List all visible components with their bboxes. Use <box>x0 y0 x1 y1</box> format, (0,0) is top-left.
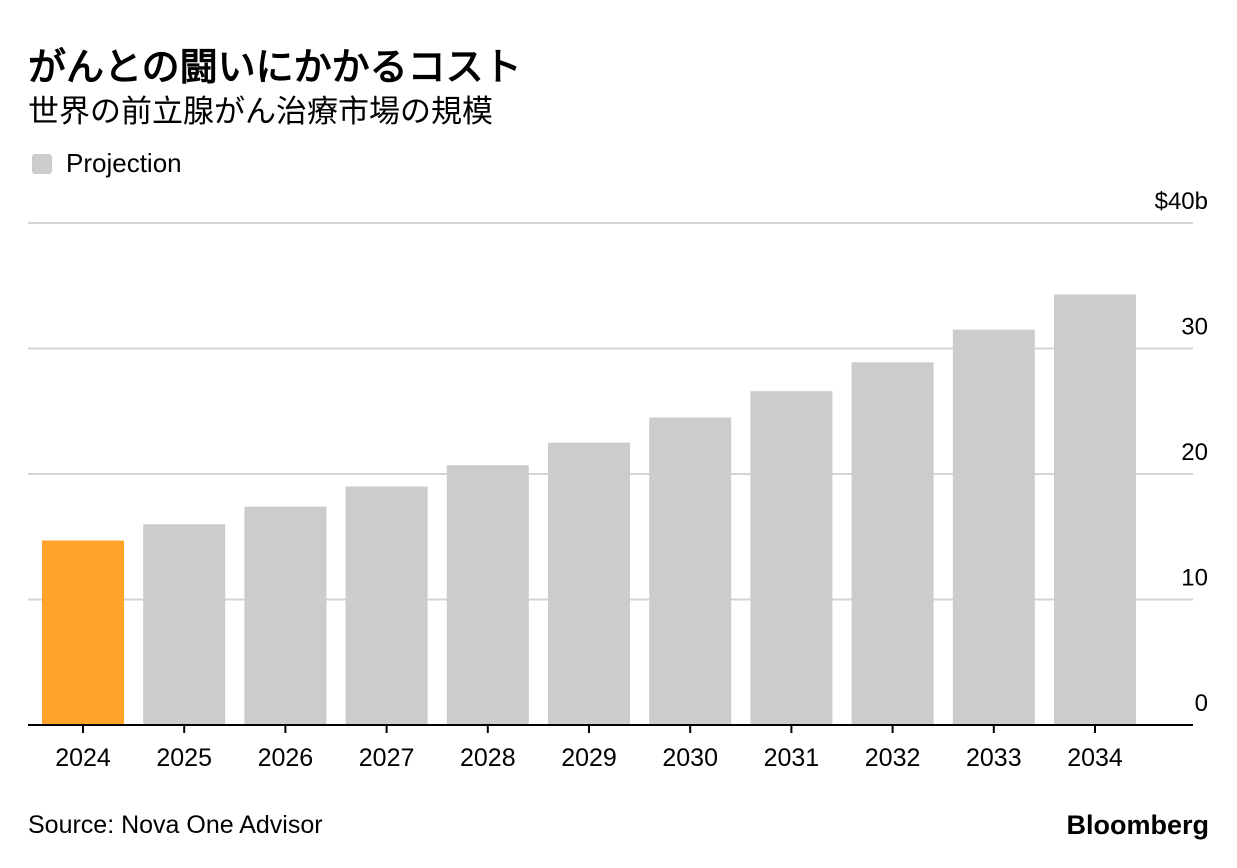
x-tick-label: 2025 <box>156 744 212 772</box>
bar-2025 <box>143 524 226 725</box>
x-tick-label: 2030 <box>662 744 718 772</box>
bar-2033 <box>952 329 1035 725</box>
brand-logo: Bloomberg <box>1066 810 1209 840</box>
x-tick-label: 2032 <box>865 744 921 772</box>
x-tick-label: 2027 <box>359 744 415 772</box>
x-tick-label: 2033 <box>966 744 1022 772</box>
bar-2027 <box>345 486 428 725</box>
x-tick-label: 2029 <box>561 744 617 772</box>
y-tick-label: 30 <box>1181 314 1208 341</box>
y-tick-label: 0 <box>1195 690 1208 717</box>
bar-2034 <box>1054 294 1136 725</box>
bar-2024 <box>42 540 124 725</box>
x-tick-label: 2026 <box>258 744 314 772</box>
legend-label-projection: Projection <box>66 148 182 178</box>
chart-title: がんとの闘いにかかるコスト <box>28 45 522 89</box>
bar-2032 <box>851 362 934 725</box>
y-tick-label: 20 <box>1181 439 1208 466</box>
legend-swatch-projection <box>32 153 52 174</box>
bar-2031 <box>750 391 833 725</box>
bar-2026 <box>244 506 327 725</box>
bar-2028 <box>446 465 529 725</box>
bar-2030 <box>649 417 732 725</box>
chart-subtitle: 世界の前立腺がん治療市場の規模 <box>28 94 493 130</box>
source-note: Source: Nova One Advisor <box>28 811 323 839</box>
x-tick-label: 2024 <box>55 744 111 772</box>
x-tick-label: 2034 <box>1067 744 1123 772</box>
y-tick-label: 10 <box>1181 565 1208 592</box>
x-tick-label: 2031 <box>764 744 820 772</box>
bar-2029 <box>548 442 630 725</box>
y-tick-label: $40b <box>1155 188 1208 215</box>
legend: Projection <box>32 148 182 179</box>
x-tick-label: 2028 <box>460 744 516 772</box>
